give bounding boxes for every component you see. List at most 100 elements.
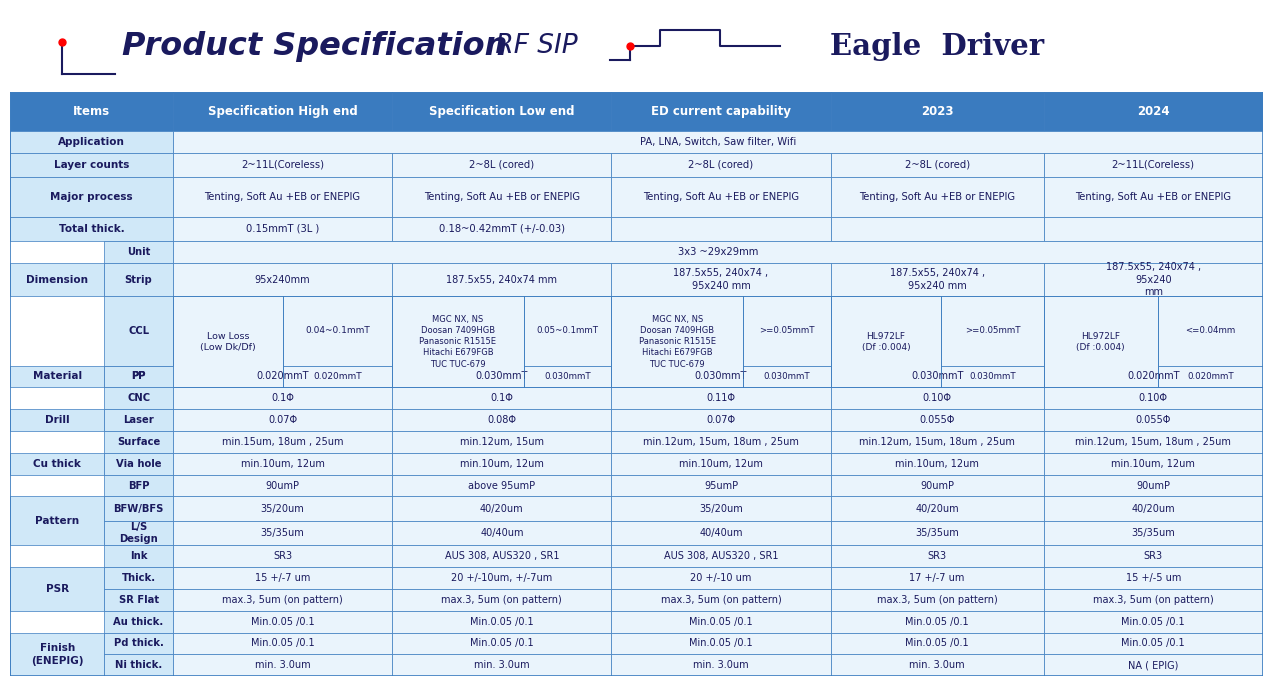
Text: PSR: PSR [46, 584, 69, 594]
Text: MGC NX, NS
Doosan 7409HGB
Panasonic R1515E
Hitachi E679FGB
TUC TUC-679: MGC NX, NS Doosan 7409HGB Panasonic R151… [420, 315, 496, 369]
Bar [611, 654, 831, 676]
Text: 35/20um: 35/20um [261, 503, 304, 514]
Text: max.3, 5um (on pattern): max.3, 5um (on pattern) [661, 595, 782, 605]
Text: min. 3.0um: min. 3.0um [909, 660, 965, 670]
Text: RF SIP: RF SIP [488, 33, 578, 59]
Text: 0.030mmT: 0.030mmT [969, 372, 1016, 381]
Bar [392, 431, 611, 453]
Bar [1044, 152, 1263, 177]
Bar [1044, 497, 1263, 521]
Bar [611, 589, 831, 611]
Bar [10, 567, 104, 611]
Bar [611, 409, 831, 431]
Bar [392, 387, 611, 409]
Bar [1044, 431, 1263, 453]
Bar [831, 521, 1044, 545]
Bar [743, 365, 831, 387]
Bar [173, 130, 1263, 152]
Bar [173, 475, 392, 497]
Bar [173, 567, 392, 589]
Text: min.15um, 18um , 25um: min.15um, 18um , 25um [222, 437, 344, 447]
Bar [392, 654, 611, 676]
Text: min.12um, 15um: min.12um, 15um [460, 437, 544, 447]
Bar [611, 92, 831, 130]
Text: Material: Material [33, 372, 81, 382]
Text: 0.030mmT: 0.030mmT [476, 372, 528, 382]
Bar [392, 177, 611, 217]
Text: Tenting, Soft Au +EB or ENEPIG: Tenting, Soft Au +EB or ENEPIG [859, 192, 1015, 201]
Bar [1044, 567, 1263, 589]
Bar [1044, 545, 1263, 567]
Bar [611, 632, 831, 654]
Bar [523, 365, 611, 387]
Bar [1044, 263, 1263, 296]
Bar [10, 130, 173, 152]
Bar [173, 497, 392, 521]
Bar [104, 431, 173, 453]
Text: 40/20um: 40/20um [915, 503, 959, 514]
Text: Ni thick.: Ni thick. [115, 660, 162, 670]
Bar [1044, 654, 1263, 676]
Bar [10, 453, 104, 475]
Bar [831, 589, 1044, 611]
Bar [831, 152, 1044, 177]
Bar [1157, 365, 1263, 387]
Text: Min.0.05 /0.1: Min.0.05 /0.1 [251, 617, 314, 626]
Text: Tenting, Soft Au +EB or ENEPIG: Tenting, Soft Au +EB or ENEPIG [643, 192, 799, 201]
Text: 40/40um: 40/40um [480, 528, 523, 538]
Text: Via hole: Via hole [116, 459, 162, 469]
Bar [831, 431, 1044, 453]
Text: 3x3 ~29x29mm: 3x3 ~29x29mm [677, 247, 759, 257]
Text: 0.030mmT: 0.030mmT [695, 372, 747, 382]
Text: above 95umP: above 95umP [468, 481, 536, 490]
Bar [392, 632, 611, 654]
Text: NA ( EPIG): NA ( EPIG) [1128, 660, 1179, 670]
Text: 90umP: 90umP [266, 481, 299, 490]
Bar [1044, 296, 1157, 387]
Bar [173, 152, 392, 177]
Text: Au thick.: Au thick. [113, 617, 164, 626]
Text: min.12um, 15um, 18um , 25um: min.12um, 15um, 18um , 25um [1076, 437, 1231, 447]
Bar [10, 217, 173, 241]
Text: min. 3.0um: min. 3.0um [694, 660, 749, 670]
Bar [173, 431, 392, 453]
Text: 95umP: 95umP [704, 481, 738, 490]
Bar [392, 217, 611, 241]
Bar [10, 263, 104, 296]
Text: BFP: BFP [127, 481, 149, 490]
Bar [1044, 589, 1263, 611]
Bar [173, 263, 392, 296]
Bar [10, 92, 173, 130]
Text: Low Loss
(Low Dk/Df): Low Loss (Low Dk/Df) [200, 332, 256, 352]
Bar [831, 387, 1044, 409]
Bar [10, 152, 173, 177]
Text: Min.0.05 /0.1: Min.0.05 /0.1 [905, 617, 969, 626]
Bar [104, 589, 173, 611]
Bar [173, 632, 392, 654]
Bar [104, 387, 173, 409]
Text: BFW/BFS: BFW/BFS [113, 503, 164, 514]
Text: 2023: 2023 [920, 105, 953, 118]
Text: 0.030mmT: 0.030mmT [545, 372, 591, 381]
Text: Min.0.05 /0.1: Min.0.05 /0.1 [689, 639, 752, 648]
Text: Finish
(ENEPIG): Finish (ENEPIG) [31, 643, 84, 665]
Bar [831, 217, 1044, 241]
Bar [942, 365, 1044, 387]
Text: Min.0.05 /0.1: Min.0.05 /0.1 [905, 639, 969, 648]
Text: 187.5x55, 240x74 ,
95x240 mm: 187.5x55, 240x74 , 95x240 mm [890, 268, 985, 291]
Bar [831, 263, 1044, 296]
Bar [104, 263, 173, 296]
Text: 2~8L (cored): 2~8L (cored) [689, 160, 754, 169]
Bar [1044, 296, 1263, 387]
Text: min.10um, 12um: min.10um, 12um [460, 459, 544, 469]
Text: Eagle  Driver: Eagle Driver [830, 31, 1044, 61]
Bar [743, 296, 831, 365]
Bar [1044, 475, 1263, 497]
Bar [831, 632, 1044, 654]
Bar [173, 92, 392, 130]
Text: Items: Items [73, 105, 111, 118]
Bar [173, 365, 392, 387]
Text: max.3, 5um (on pattern): max.3, 5um (on pattern) [442, 595, 563, 605]
Bar [831, 475, 1044, 497]
Bar [611, 545, 831, 567]
